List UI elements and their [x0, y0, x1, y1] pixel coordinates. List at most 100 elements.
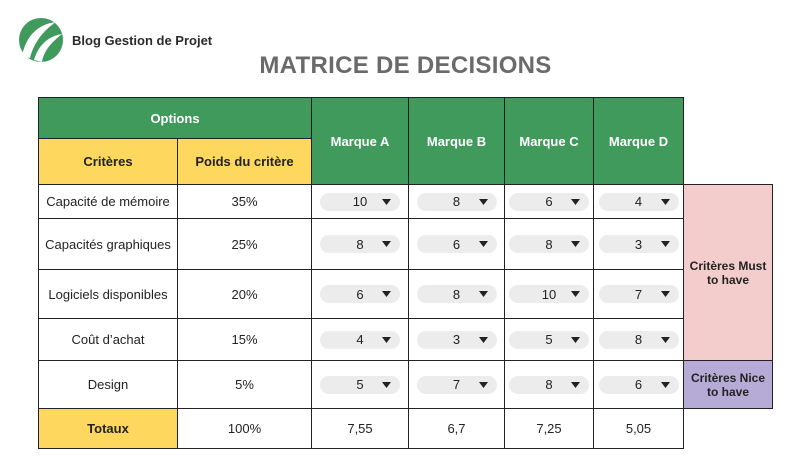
side-spacer	[684, 139, 773, 185]
header-row-options: Options Marque A Marque B Marque C Marqu…	[38, 97, 773, 185]
caret-down-icon	[571, 381, 580, 388]
score-value: 8	[634, 332, 643, 347]
brand-header-b: Marque B	[408, 97, 505, 185]
decision-matrix: Options Marque A Marque B Marque C Marqu…	[38, 97, 773, 449]
group-must-label: Critères Must to have	[683, 184, 773, 361]
side-spacer	[684, 98, 773, 139]
score-value: 8	[545, 377, 553, 392]
poids-header: Poids du critère	[177, 138, 312, 185]
table-row: Logiciels disponibles 20% 6 8 10 7	[38, 269, 773, 319]
score-value: 8	[452, 194, 461, 209]
caret-down-icon	[478, 381, 488, 388]
score-value: 6	[545, 194, 553, 209]
score-dropdown[interactable]: 3	[416, 330, 497, 349]
poids-cell: 15%	[177, 318, 312, 361]
leaf-logo-icon	[19, 18, 63, 62]
total-value: 7,55	[311, 408, 409, 449]
score-value: 7	[452, 377, 461, 392]
total-value: 6,7	[408, 408, 505, 449]
table-row: Capacité de mémoire 35% 10 8 6 4 Critère…	[38, 184, 773, 361]
score-dropdown[interactable]: 8	[416, 192, 497, 211]
brand-header-a: Marque A	[311, 97, 409, 185]
caret-down-icon	[571, 198, 580, 205]
score-dropdown[interactable]: 10	[320, 192, 400, 211]
poids-cell: 25%	[177, 218, 312, 270]
table-row: Design 5% 5 7 8 6 Critères Nice to have	[38, 360, 773, 409]
score-dropdown[interactable]: 8	[598, 330, 679, 349]
score-dropdown[interactable]: 4	[598, 192, 679, 211]
total-value: 5,05	[593, 408, 684, 449]
score-value: 5	[545, 332, 553, 347]
score-value: 3	[452, 332, 461, 347]
score-value: 6	[634, 377, 643, 392]
caret-down-icon	[571, 336, 580, 343]
totals-poids: 100%	[177, 408, 312, 449]
score-dropdown[interactable]: 8	[320, 235, 400, 253]
score-dropdown[interactable]: 5	[509, 330, 589, 349]
page-title: MATRICE DE DECISIONS	[259, 52, 552, 79]
caret-down-icon	[660, 381, 670, 388]
matrix-body: Options Marque A Marque B Marque C Marqu…	[38, 97, 773, 449]
score-dropdown[interactable]: 7	[598, 285, 679, 303]
score-value: 7	[634, 286, 643, 302]
caret-down-icon	[478, 198, 488, 205]
caret-down-icon	[382, 198, 391, 205]
caret-down-icon	[382, 381, 391, 388]
table-row: Coût d’achat 15% 4 3 5 8	[38, 318, 773, 361]
critere-cell: Capacités graphiques	[38, 218, 178, 270]
score-value: 3	[634, 236, 643, 252]
group-nice-label: Critères Nice to have	[683, 360, 773, 409]
score-value: 5	[356, 377, 364, 392]
score-value: 4	[356, 332, 364, 347]
score-value: 8	[452, 286, 461, 302]
criteres-header: Critères	[38, 138, 178, 185]
totals-label: Totaux	[38, 408, 178, 449]
caret-down-icon	[571, 291, 580, 297]
caret-down-icon	[478, 241, 488, 247]
caret-down-icon	[478, 291, 488, 297]
score-dropdown[interactable]: 6	[509, 192, 589, 211]
score-dropdown[interactable]: 8	[416, 285, 497, 303]
score-dropdown[interactable]: 4	[320, 330, 400, 349]
brand-header-c: Marque C	[504, 97, 594, 185]
header-row-criteres: Critères Poids du critère	[38, 138, 773, 185]
caret-down-icon	[382, 336, 391, 343]
caret-down-icon	[382, 241, 391, 247]
caret-down-icon	[660, 198, 670, 205]
score-dropdown[interactable]: 5	[320, 375, 400, 394]
critere-cell: Logiciels disponibles	[38, 269, 178, 319]
caret-down-icon	[571, 241, 580, 247]
options-header: Options	[38, 97, 312, 139]
poids-cell: 5%	[177, 360, 312, 409]
caret-down-icon	[478, 336, 488, 343]
score-dropdown[interactable]: 6	[320, 285, 400, 303]
score-dropdown[interactable]: 10	[509, 285, 589, 303]
critere-cell: Design	[38, 360, 178, 409]
score-value: 10	[352, 194, 368, 209]
score-dropdown[interactable]: 7	[416, 375, 497, 394]
score-value: 10	[541, 286, 557, 302]
caret-down-icon	[660, 336, 670, 343]
brand-header-d: Marque D	[593, 97, 684, 185]
score-dropdown[interactable]: 8	[509, 235, 589, 253]
score-value: 6	[356, 286, 364, 302]
total-value: 7,25	[504, 408, 594, 449]
brand-logo: Blog Gestion de Projet	[16, 16, 212, 64]
score-dropdown[interactable]: 8	[509, 375, 589, 394]
critere-cell: Capacité de mémoire	[38, 184, 178, 219]
critere-cell: Coût d’achat	[38, 318, 178, 361]
score-dropdown[interactable]: 6	[598, 375, 679, 394]
caret-down-icon	[660, 241, 670, 247]
brand-name: Blog Gestion de Projet	[72, 32, 213, 48]
score-value: 6	[452, 236, 461, 252]
score-value: 4	[634, 194, 643, 209]
score-dropdown[interactable]: 3	[598, 235, 679, 253]
poids-cell: 35%	[177, 184, 312, 219]
score-value: 8	[545, 236, 553, 252]
score-dropdown[interactable]: 6	[416, 235, 497, 253]
table-row: Capacités graphiques 25% 8 6 8 3	[38, 218, 773, 270]
score-value: 8	[356, 236, 364, 252]
caret-down-icon	[660, 291, 670, 297]
totals-row: Totaux 100% 7,55 6,7 7,25 5,05	[38, 408, 773, 449]
poids-cell: 20%	[177, 269, 312, 319]
